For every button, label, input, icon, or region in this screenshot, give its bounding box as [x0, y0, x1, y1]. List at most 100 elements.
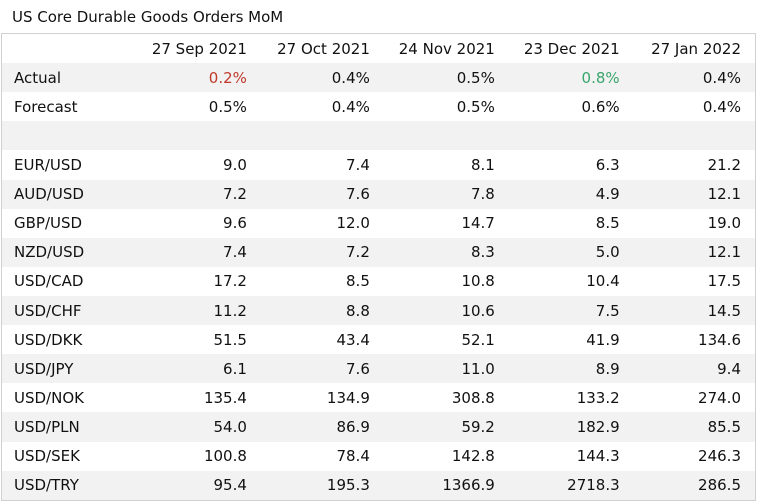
table-cell: 86.9	[260, 412, 384, 442]
row-label: USD/JPY	[1, 354, 102, 384]
forecast-row: Forecast 0.5% 0.4% 0.5% 0.6% 0.4%	[2, 92, 756, 121]
table-cell: 7.2	[260, 237, 384, 267]
row-label	[1, 121, 102, 151]
header-row: 27 Sep 2021 27 Oct 2021 24 Nov 2021 23 Dec …	[2, 34, 756, 64]
row-label: AUD/USD	[1, 179, 102, 209]
table-cell: 52.1	[461, 330, 495, 349]
table-cell: 134.9	[326, 388, 370, 407]
spacer-row	[1, 121, 756, 151]
table-cell: 7.4	[346, 156, 370, 174]
table-cell: 0.5%	[208, 97, 247, 116]
table-cell: 43.4	[336, 330, 370, 349]
table-row: USD/NOK 135.4 134.9 308.8 133.2 274.0	[2, 383, 756, 412]
table-cell: 274.0	[698, 388, 741, 407]
table-cell: 21.2	[707, 156, 741, 174]
table-cell: 8.1	[470, 156, 495, 174]
row-label: USD/CAD	[14, 272, 84, 291]
table-cell: 0.8%	[508, 63, 634, 93]
table-cell: 182.9	[508, 412, 634, 442]
row-label: Actual	[1, 63, 102, 93]
table-cell: 7.4	[101, 237, 261, 267]
table-row: USD/CAD 17.2 8.5 10.8 10.4 17.5	[2, 267, 756, 296]
table-cell: 8.3	[383, 237, 509, 267]
table-row: EUR/USD 9.0 7.4 8.1 6.3 21.2	[2, 150, 756, 179]
table-cell: 19.0	[707, 214, 741, 233]
table-cell: 17.2	[213, 272, 247, 291]
table-cell: 0.4%	[702, 97, 741, 116]
table-cell: 5.0	[508, 237, 634, 267]
table-cell: 9.4	[633, 354, 756, 384]
row-label: Forecast	[14, 97, 78, 116]
table-cell: 7.2	[101, 179, 261, 209]
row-label	[2, 34, 102, 64]
table-cell: 144.3	[576, 447, 620, 466]
table-cell: 6.1	[101, 354, 261, 384]
table-cell: 246.3	[698, 447, 741, 466]
row-label: USD/CHF	[1, 296, 102, 326]
table-row: GBP/USD 9.6 12.0 14.7 8.5 19.0	[2, 209, 756, 238]
table-cell: 27 Sep 2021	[151, 39, 247, 58]
row-label: USD/TRY	[1, 470, 102, 501]
table-cell: 14.5	[633, 296, 756, 326]
table-cell	[508, 121, 634, 151]
table-cell: 100.8	[203, 447, 247, 466]
table-cell: 2718.3	[508, 470, 634, 501]
table-cell	[260, 121, 384, 151]
table-cell: 0.5%	[383, 63, 509, 93]
row-label: EUR/USD	[14, 156, 82, 174]
table-cell: 0.5%	[456, 97, 495, 116]
table-cell: 4.9	[508, 179, 634, 209]
table-row: USD/JPY 6.1 7.6 11.0 8.9 9.4	[1, 354, 756, 384]
data-table: 27 Sep 2021 27 Oct 2021 24 Nov 2021 23 Dec …	[1, 33, 756, 501]
table-cell: 9.6	[223, 214, 247, 233]
table-cell: 286.5	[633, 470, 756, 501]
table-cell: 8.5	[346, 272, 370, 291]
table-cell: 51.5	[213, 330, 247, 349]
table-cell	[633, 121, 756, 151]
table-cell: 308.8	[451, 388, 495, 407]
table-cell: 54.0	[101, 412, 261, 442]
table-cell: 133.2	[576, 388, 620, 407]
table-cell: 1366.9	[383, 470, 509, 501]
row-label: GBP/USD	[14, 214, 83, 233]
table-cell: 85.5	[633, 412, 756, 442]
table-row: USD/DKK 51.5 43.4 52.1 41.9 134.6	[2, 325, 756, 354]
table-cell: 10.6	[383, 296, 509, 326]
table-cell: 0.2%	[101, 63, 261, 93]
row-label: USD/PLN	[1, 412, 102, 442]
table-cell: 8.8	[260, 296, 384, 326]
table-cell: 11.0	[383, 354, 509, 384]
table-cell: 7.5	[508, 296, 634, 326]
table-cell: 142.8	[451, 447, 495, 466]
table-cell: 8.5	[595, 214, 620, 233]
table-row: USD/SEK 100.8 78.4 142.8 144.3 246.3	[2, 442, 756, 471]
table-cell: 23 Dec 2021	[523, 39, 620, 58]
table-row: USD/PLN 54.0 86.9 59.2 182.9 85.5	[1, 412, 756, 442]
table-cell: 8.9	[508, 354, 634, 384]
row-label: USD/SEK	[14, 447, 80, 466]
table-cell: 17.5	[707, 272, 741, 291]
table-cell: 10.8	[461, 272, 495, 291]
table-row: USD/CHF 11.2 8.8 10.6 7.5 14.5	[1, 296, 756, 326]
table-cell: 0.4%	[331, 97, 370, 116]
table-cell: 95.4	[101, 470, 261, 501]
table-cell: 7.8	[383, 179, 509, 209]
table-cell: 9.0	[223, 156, 247, 174]
table-cell: 27 Oct 2021	[277, 39, 370, 58]
row-label: USD/DKK	[14, 330, 83, 349]
table-cell: 0.4%	[633, 63, 756, 93]
table-cell: 7.6	[260, 179, 384, 209]
table-cell	[101, 121, 261, 151]
table-row: USD/TRY 95.4 195.3 1366.9 2718.3 286.5	[1, 470, 756, 501]
table-cell: 14.7	[461, 214, 495, 233]
table-cell: 59.2	[383, 412, 509, 442]
table-cell: 78.4	[336, 447, 370, 466]
table-cell: 7.6	[260, 354, 384, 384]
table-row: AUD/USD 7.2 7.6 7.8 4.9 12.1	[1, 179, 756, 209]
table-cell: 195.3	[260, 470, 384, 501]
table-row: NZD/USD 7.4 7.2 8.3 5.0 12.1	[1, 237, 756, 267]
table-cell: 135.4	[203, 388, 247, 407]
actual-row: Actual 0.2% 0.4% 0.5% 0.8% 0.4%	[1, 63, 756, 93]
row-label: USD/NOK	[14, 388, 84, 407]
